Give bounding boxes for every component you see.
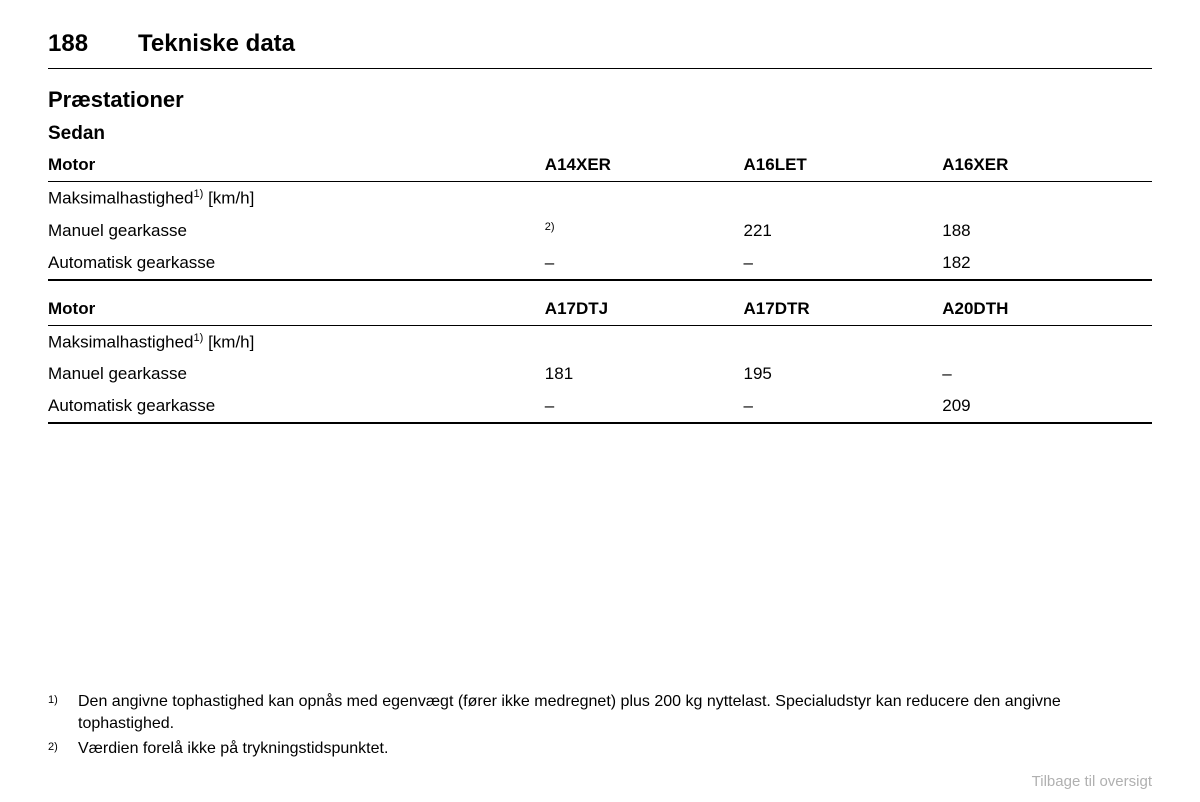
max-speed-prefix: Maksimalhastighed (48, 332, 194, 351)
max-speed-suffix: [km/h] (203, 189, 254, 208)
auto-v3: 209 (942, 390, 1152, 423)
table-header-row: Motor A14XER A16LET A16XER (48, 149, 1152, 182)
header-col2: A16LET (744, 149, 943, 182)
footnote-marker: 1) (48, 691, 78, 736)
header-col1: A14XER (545, 149, 744, 182)
auto-label: Automatisk gearkasse (48, 247, 545, 280)
manual-v1: 2) (545, 215, 744, 247)
max-speed-label: Maksimalhastighed1) [km/h] (48, 182, 1152, 215)
header-col1: A17DTJ (545, 293, 744, 326)
max-speed-sup: 1) (194, 188, 204, 200)
manual-v3: – (942, 358, 1152, 390)
manual-v3: 188 (942, 215, 1152, 247)
page-header: 188 Tekniske data (48, 30, 1152, 69)
max-speed-row: Maksimalhastighed1) [km/h] (48, 182, 1152, 215)
performance-table-1: Motor A14XER A16LET A16XER Maksimalhasti… (48, 149, 1152, 281)
auto-v3: 182 (942, 247, 1152, 280)
footnote-2: 2) Værdien forelå ikke på trykningstidsp… (48, 738, 1152, 760)
performance-table-2: Motor A17DTJ A17DTR A20DTH Maksimalhasti… (48, 293, 1152, 425)
manual-v2: 195 (744, 358, 943, 390)
max-speed-suffix: [km/h] (203, 332, 254, 351)
subsection-title: Sedan (48, 123, 1152, 145)
manual-label: Manuel gearkasse (48, 358, 545, 390)
table-header-row: Motor A17DTJ A17DTR A20DTH (48, 293, 1152, 326)
manual-gearbox-row: Manuel gearkasse 2) 221 188 (48, 215, 1152, 247)
manual-gearbox-row: Manuel gearkasse 181 195 – (48, 358, 1152, 390)
auto-v2: – (744, 390, 943, 423)
manual-v1-sup: 2) (545, 221, 555, 233)
header-col3: A16XER (942, 149, 1152, 182)
header-motor: Motor (48, 293, 545, 326)
max-speed-label: Maksimalhastighed1) [km/h] (48, 325, 1152, 358)
auto-v2: – (744, 247, 943, 280)
header-col3: A20DTH (942, 293, 1152, 326)
section-title: Præstationer (48, 87, 1152, 113)
back-to-overview-link[interactable]: Tilbage til oversigt (1032, 773, 1152, 790)
auto-gearbox-row: Automatisk gearkasse – – 182 (48, 247, 1152, 280)
max-speed-row: Maksimalhastighed1) [km/h] (48, 325, 1152, 358)
header-col2: A17DTR (744, 293, 943, 326)
header-motor: Motor (48, 149, 545, 182)
auto-gearbox-row: Automatisk gearkasse – – 209 (48, 390, 1152, 423)
manual-v2: 221 (744, 215, 943, 247)
chapter-title: Tekniske data (138, 30, 295, 58)
footnote-text: Værdien forelå ikke på trykningstidspunk… (78, 738, 1152, 760)
footnote-marker: 2) (48, 738, 78, 760)
auto-v1: – (545, 390, 744, 423)
auto-label: Automatisk gearkasse (48, 390, 545, 423)
manual-label: Manuel gearkasse (48, 215, 545, 247)
footnote-1: 1) Den angivne tophastighed kan opnås me… (48, 691, 1152, 736)
auto-v1: – (545, 247, 744, 280)
max-speed-sup: 1) (194, 332, 204, 344)
footnote-text: Den angivne tophastighed kan opnås med e… (78, 691, 1152, 736)
manual-v1: 181 (545, 358, 744, 390)
footnotes: 1) Den angivne tophastighed kan opnås me… (48, 691, 1152, 762)
max-speed-prefix: Maksimalhastighed (48, 189, 194, 208)
page-number: 188 (48, 30, 88, 58)
